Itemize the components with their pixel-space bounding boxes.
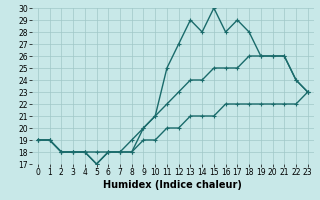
X-axis label: Humidex (Indice chaleur): Humidex (Indice chaleur)	[103, 180, 242, 190]
